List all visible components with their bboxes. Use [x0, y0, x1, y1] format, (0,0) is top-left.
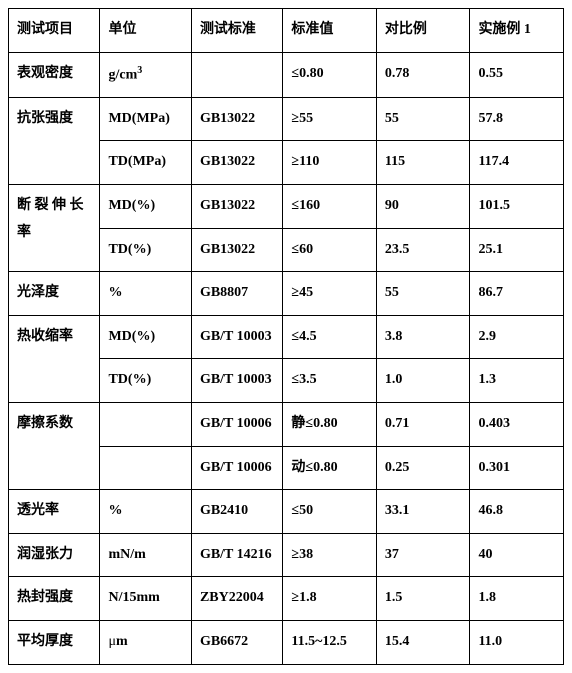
elongation-break-std-0: GB13022	[191, 185, 282, 229]
heat-seal-item: 热封强度	[9, 577, 100, 621]
heat-shrink-std-0: GB/T 10003	[191, 315, 282, 359]
wetting-tension-std-0: GB/T 14216	[191, 533, 282, 577]
apparent-density-cmp-0: 0.78	[376, 52, 470, 97]
heat-shrink-std-1: GB/T 10003	[191, 359, 282, 403]
wetting-tension-cmp-0: 37	[376, 533, 470, 577]
heat-shrink-ex-1: 1.3	[470, 359, 564, 403]
gloss-item: 光泽度	[9, 272, 100, 316]
heat-seal-val-0: ≥1.8	[283, 577, 377, 621]
header-1: 单位	[100, 9, 191, 53]
elongation-break-cmp-0: 90	[376, 185, 470, 229]
header-0: 测试项目	[9, 9, 100, 53]
friction-cmp-1: 0.25	[376, 446, 470, 490]
tensile-strength-item: 抗张强度	[9, 97, 100, 184]
avg-thickness-unit-0: μm	[100, 620, 191, 664]
wetting-tension-item: 润湿张力	[9, 533, 100, 577]
apparent-density-item: 表观密度	[9, 52, 100, 97]
friction-val-1: 动≤0.80	[283, 446, 377, 490]
wetting-tension-ex-0: 40	[470, 533, 564, 577]
heat-shrink-cmp-0: 3.8	[376, 315, 470, 359]
heat-shrink-item: 热收缩率	[9, 315, 100, 402]
apparent-density-ex-0: 0.55	[470, 52, 564, 97]
elongation-break-std-1: GB13022	[191, 228, 282, 272]
friction-unit-0	[100, 403, 191, 447]
header-3: 标准值	[283, 9, 377, 53]
avg-thickness-val-0: 11.5~12.5	[283, 620, 377, 664]
elongation-break-ex-1: 25.1	[470, 228, 564, 272]
apparent-density-std-0	[191, 52, 282, 97]
avg-thickness-ex-0: 11.0	[470, 620, 564, 664]
header-2: 测试标准	[191, 9, 282, 53]
apparent-density-val-0: ≤0.80	[283, 52, 377, 97]
avg-thickness-cmp-0: 15.4	[376, 620, 470, 664]
gloss-cmp-0: 55	[376, 272, 470, 316]
tensile-strength-cmp-1: 115	[376, 141, 470, 185]
elongation-break-val-0: ≤160	[283, 185, 377, 229]
friction-ex-1: 0.301	[470, 446, 564, 490]
transmittance-std-0: GB2410	[191, 490, 282, 534]
elongation-break-unit-0: MD(%)	[100, 185, 191, 229]
spec-table: 测试项目单位测试标准标准值对比例实施例 1表观密度g/cm3≤0.800.780…	[8, 8, 564, 665]
friction-std-1: GB/T 10006	[191, 446, 282, 490]
tensile-strength-val-0: ≥55	[283, 97, 377, 141]
friction-val-0: 静≤0.80	[283, 403, 377, 447]
transmittance-item: 透光率	[9, 490, 100, 534]
heat-seal-std-0: ZBY22004	[191, 577, 282, 621]
heat-seal-ex-0: 1.8	[470, 577, 564, 621]
elongation-break-unit-1: TD(%)	[100, 228, 191, 272]
elongation-break-cmp-1: 23.5	[376, 228, 470, 272]
heat-shrink-val-0: ≤4.5	[283, 315, 377, 359]
apparent-density-unit-0: g/cm3	[100, 52, 191, 97]
friction-cmp-0: 0.71	[376, 403, 470, 447]
tensile-strength-std-0: GB13022	[191, 97, 282, 141]
header-5: 实施例 1	[470, 9, 564, 53]
transmittance-ex-0: 46.8	[470, 490, 564, 534]
tensile-strength-ex-0: 57.8	[470, 97, 564, 141]
tensile-strength-std-1: GB13022	[191, 141, 282, 185]
transmittance-cmp-0: 33.1	[376, 490, 470, 534]
heat-shrink-val-1: ≤3.5	[283, 359, 377, 403]
tensile-strength-unit-0: MD(MPa)	[100, 97, 191, 141]
wetting-tension-val-0: ≥38	[283, 533, 377, 577]
avg-thickness-item: 平均厚度	[9, 620, 100, 664]
tensile-strength-ex-1: 117.4	[470, 141, 564, 185]
friction-item: 摩擦系数	[9, 403, 100, 490]
heat-shrink-unit-1: TD(%)	[100, 359, 191, 403]
friction-unit-1	[100, 446, 191, 490]
avg-thickness-std-0: GB6672	[191, 620, 282, 664]
tensile-strength-val-1: ≥110	[283, 141, 377, 185]
transmittance-val-0: ≤50	[283, 490, 377, 534]
header-4: 对比例	[376, 9, 470, 53]
gloss-val-0: ≥45	[283, 272, 377, 316]
transmittance-unit-0: %	[100, 490, 191, 534]
tensile-strength-cmp-0: 55	[376, 97, 470, 141]
elongation-break-val-1: ≤60	[283, 228, 377, 272]
elongation-break-ex-0: 101.5	[470, 185, 564, 229]
friction-ex-0: 0.403	[470, 403, 564, 447]
elongation-break-item: 断 裂 伸 长率	[9, 185, 100, 272]
heat-seal-unit-0: N/15mm	[100, 577, 191, 621]
heat-shrink-cmp-1: 1.0	[376, 359, 470, 403]
friction-std-0: GB/T 10006	[191, 403, 282, 447]
tensile-strength-unit-1: TD(MPa)	[100, 141, 191, 185]
gloss-std-0: GB8807	[191, 272, 282, 316]
heat-shrink-ex-0: 2.9	[470, 315, 564, 359]
heat-seal-cmp-0: 1.5	[376, 577, 470, 621]
gloss-ex-0: 86.7	[470, 272, 564, 316]
gloss-unit-0: %	[100, 272, 191, 316]
heat-shrink-unit-0: MD(%)	[100, 315, 191, 359]
wetting-tension-unit-0: mN/m	[100, 533, 191, 577]
